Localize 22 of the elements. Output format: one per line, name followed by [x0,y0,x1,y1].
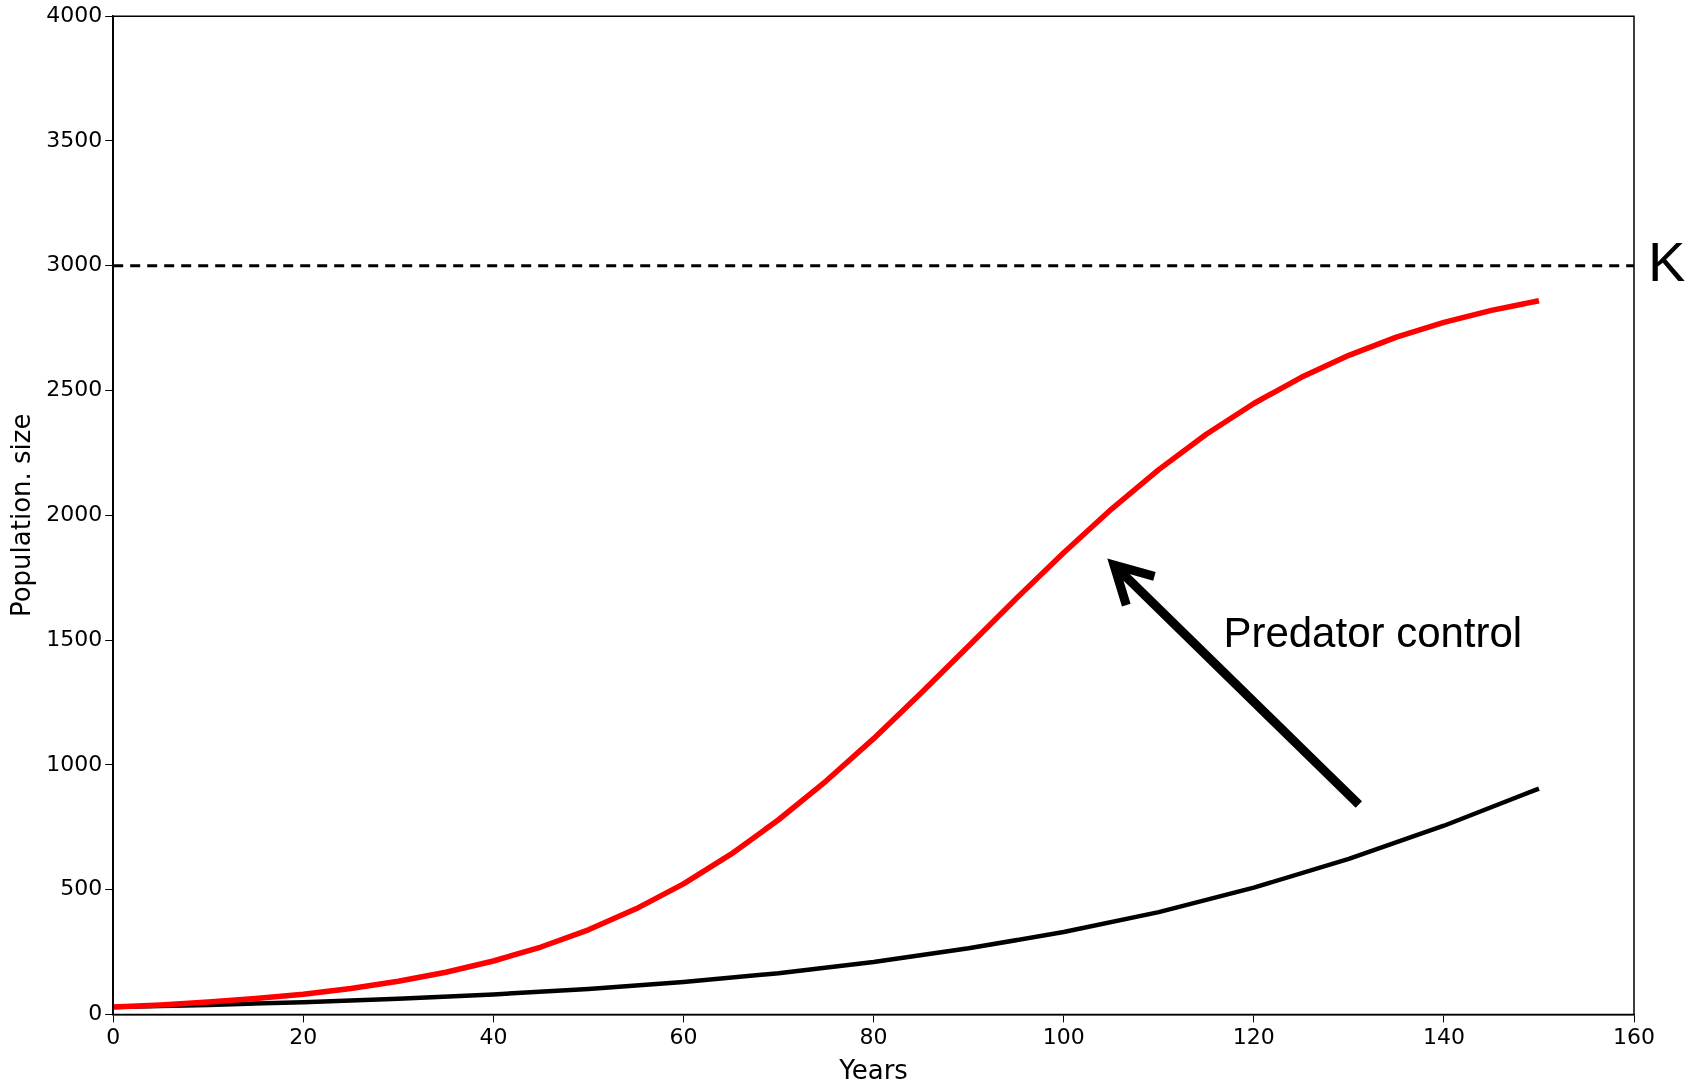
x-tick-label: 20 [289,1024,318,1050]
x-axis-title: Years [838,1055,908,1086]
y-tick-label: 3500 [46,126,103,152]
y-tick-label: 3000 [46,251,103,277]
y-tick-label: 2500 [46,376,103,402]
y-axis-title: Population. size [6,413,37,618]
x-tick-label: 160 [1613,1024,1655,1050]
x-tick-label: 60 [669,1024,698,1050]
y-tick-label: 1500 [46,625,103,651]
x-tick-label: 140 [1422,1024,1465,1050]
y-tick-label: 500 [60,875,103,901]
x-tick-label: 100 [1042,1024,1085,1050]
annotation: Predator control [1223,608,1523,656]
x-tick-label: 40 [479,1024,508,1050]
x-tick-label: 80 [859,1024,888,1050]
y-tick-label: 1000 [46,750,103,776]
x-tick-label: 120 [1232,1024,1275,1050]
y-tick-label: 4000 [46,1,103,27]
ref-line-label: K [1648,230,1686,294]
y-tick-label: 2000 [46,501,103,527]
y-tick-label: 0 [88,1000,103,1026]
x-tick-label: 0 [106,1024,121,1050]
